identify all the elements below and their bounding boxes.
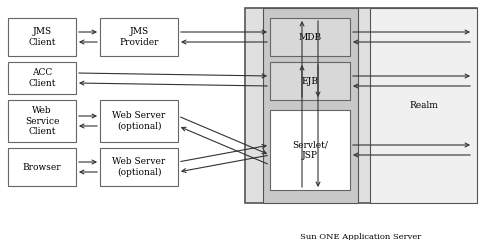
Text: Realm: Realm xyxy=(409,101,438,110)
Text: ACC
Client: ACC Client xyxy=(28,68,56,88)
Text: JMS
Provider: JMS Provider xyxy=(119,27,159,47)
Bar xyxy=(270,18,350,56)
Bar xyxy=(100,100,178,142)
Bar xyxy=(8,18,76,56)
Text: JMS
Client: JMS Client xyxy=(28,27,56,47)
Text: MDB: MDB xyxy=(298,32,322,42)
Bar xyxy=(245,8,477,203)
Bar xyxy=(270,110,350,190)
Text: Servlet/
JSP: Servlet/ JSP xyxy=(292,140,328,160)
Text: Web Server
(optional): Web Server (optional) xyxy=(112,157,165,177)
Bar xyxy=(8,100,76,142)
Bar xyxy=(8,62,76,94)
Bar xyxy=(100,148,178,186)
Bar xyxy=(270,62,350,100)
Text: Sun ONE Application Server: Sun ONE Application Server xyxy=(300,233,421,240)
Text: Browser: Browser xyxy=(23,162,61,172)
Bar xyxy=(263,8,358,203)
Bar xyxy=(370,8,477,203)
Text: Web Server
(optional): Web Server (optional) xyxy=(112,111,165,131)
Text: Web
Service
Client: Web Service Client xyxy=(25,106,59,136)
Bar xyxy=(8,148,76,186)
Text: EJB: EJB xyxy=(301,77,319,85)
Bar xyxy=(100,18,178,56)
